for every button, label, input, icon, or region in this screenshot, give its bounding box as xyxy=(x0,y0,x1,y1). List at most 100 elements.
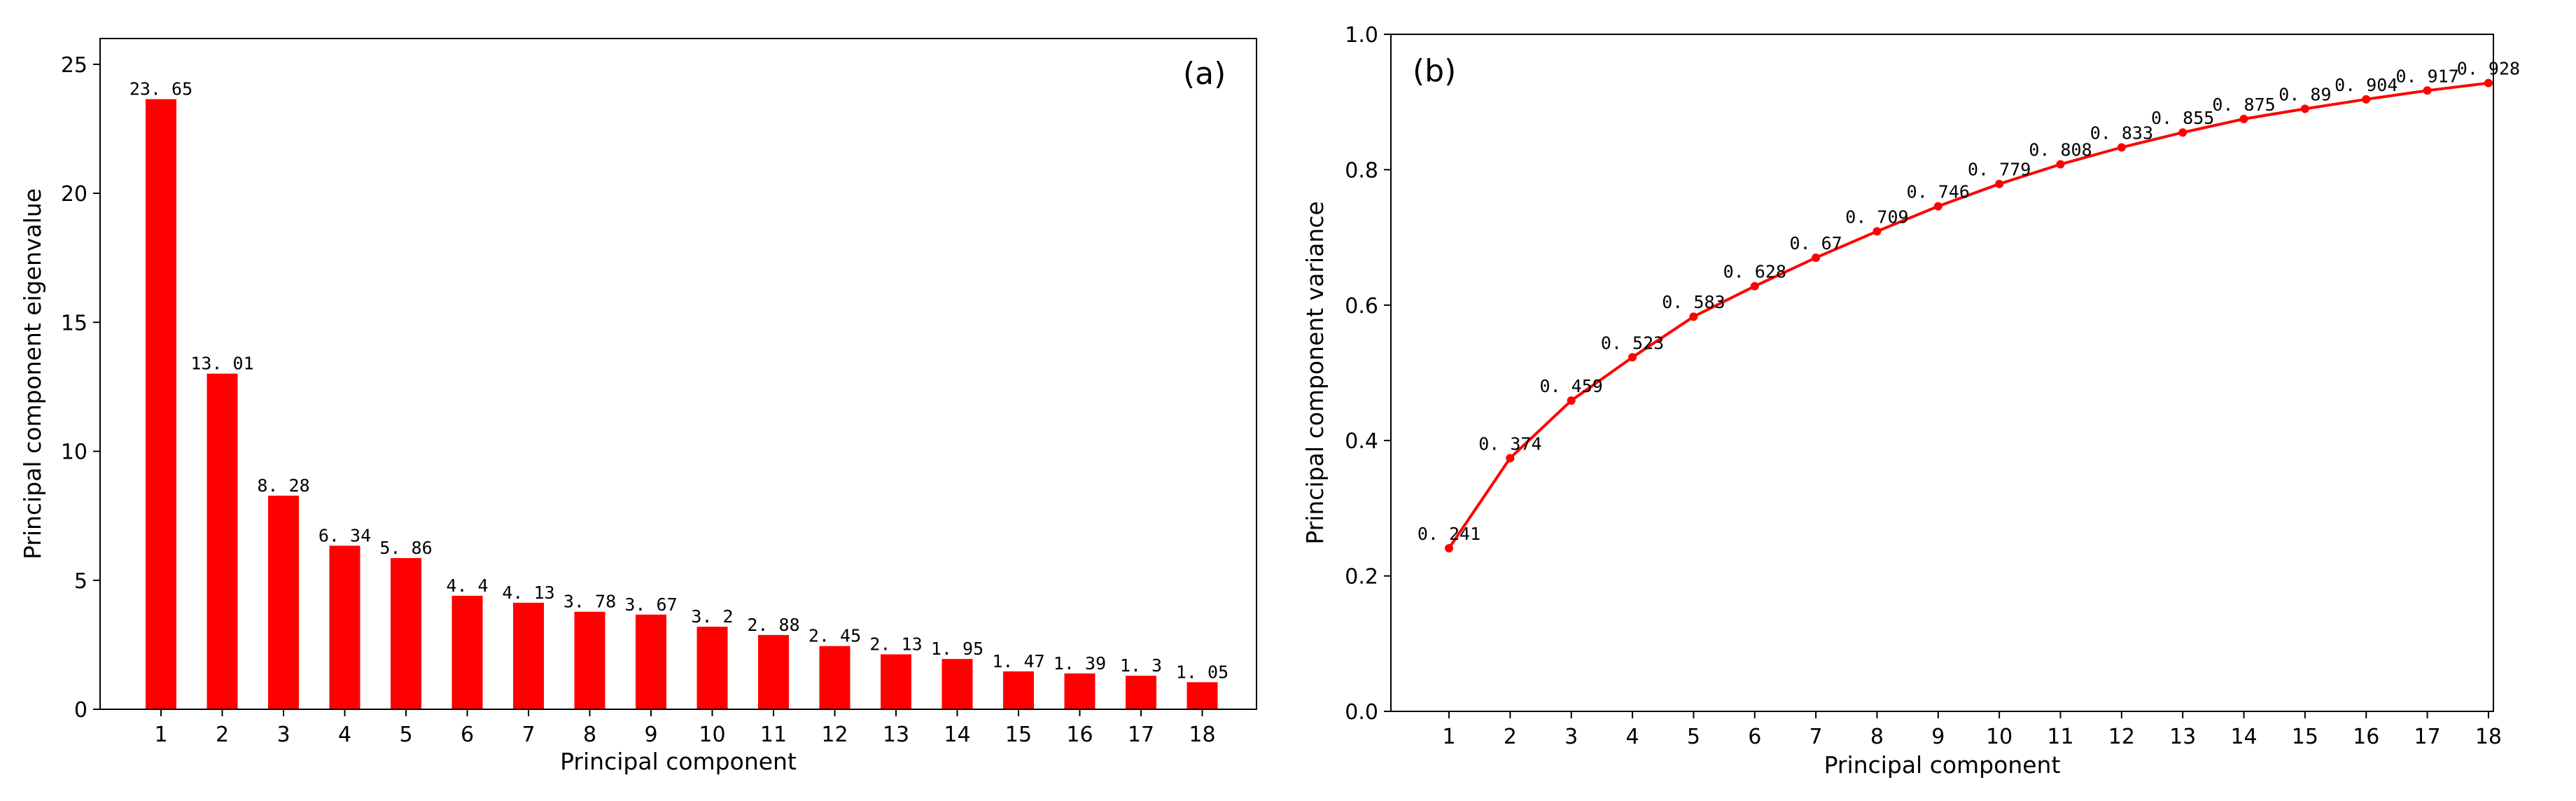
x-tick-label: 11 xyxy=(760,723,787,747)
point-pc-5 xyxy=(1689,312,1698,321)
point-value-label: 0. 523 xyxy=(1601,333,1664,353)
bar-pc-4 xyxy=(329,545,360,709)
x-tick-label: 12 xyxy=(821,723,848,747)
point-value-label: 0. 583 xyxy=(1662,292,1725,312)
point-value-label: 0. 917 xyxy=(2395,66,2458,86)
bar-value-label: 8. 28 xyxy=(257,475,309,496)
point-pc-10 xyxy=(1995,179,2004,188)
bar-pc-5 xyxy=(391,558,421,709)
x-axis-title: Principal component xyxy=(560,748,797,775)
x-tick-label: 15 xyxy=(1005,723,1032,747)
plot-frame xyxy=(99,38,1257,710)
point-pc-3 xyxy=(1567,396,1576,405)
point-pc-14 xyxy=(2239,114,2248,123)
y-tick-label: 20 xyxy=(61,182,88,207)
bar-value-label: 2. 45 xyxy=(808,626,861,646)
x-tick-label: 9 xyxy=(1931,725,1945,749)
point-value-label: 0. 779 xyxy=(1968,160,2031,180)
point-pc-2 xyxy=(1506,454,1515,463)
point-value-label: 0. 875 xyxy=(2212,95,2275,115)
x-tick-label: 4 xyxy=(338,723,351,747)
y-tick-label: 15 xyxy=(61,311,88,335)
y-axis-ticks: 0 5 10 15 20 25 xyxy=(61,53,100,723)
x-tick-label: 7 xyxy=(1809,725,1823,749)
x-tick-label: 16 xyxy=(2353,725,2379,749)
point-pc-16 xyxy=(2362,95,2371,104)
panel-a-eigenvalue-bar-chart: 23. 65 13. 01 8. 28 6. 34 5. 86 4. 4 4. 13 3. 7… xyxy=(19,38,1257,775)
bar-data-labels: 23. 65 13. 01 8. 28 6. 34 5. 86 4. 4 4. 13 3. 7… xyxy=(130,79,1228,683)
bar-value-label: 4. 13 xyxy=(502,583,554,603)
bar-value-label: 1. 05 xyxy=(1176,662,1228,682)
point-pc-6 xyxy=(1750,281,1759,291)
point-value-label: 0. 628 xyxy=(1723,262,1786,282)
y-tick-label: 0.4 xyxy=(1345,429,1378,454)
bar-pc-12 xyxy=(819,646,850,709)
x-tick-label: 3 xyxy=(276,723,290,747)
x-tick-label: 6 xyxy=(1748,725,1761,749)
point-value-label: 0. 67 xyxy=(1789,233,1842,253)
x-tick-label: 2 xyxy=(216,723,229,747)
bar-pc-6 xyxy=(451,595,483,709)
bar-pc-9 xyxy=(636,614,666,709)
bar-pc-3 xyxy=(268,495,299,709)
bar-pc-8 xyxy=(574,611,606,709)
line-points xyxy=(1445,78,2493,552)
bar-pc-2 xyxy=(206,373,238,709)
x-axis-ticks: 1 2 3 4 5 6 7 8 9 10 11 12 13 14 15 16 17 18 xyxy=(1442,711,2502,749)
point-value-label: 0. 459 xyxy=(1540,376,1603,396)
bar-pc-18 xyxy=(1186,682,1218,709)
bar-value-label: 1. 47 xyxy=(992,651,1044,671)
y-tick-label: 0.6 xyxy=(1345,294,1378,319)
x-tick-label: 14 xyxy=(944,723,970,747)
x-tick-label: 17 xyxy=(2414,725,2441,749)
x-axis-title: Principal component xyxy=(1824,751,2061,779)
bar-value-label: 1. 95 xyxy=(931,639,983,659)
point-value-label: 0. 808 xyxy=(2029,140,2092,160)
point-pc-8 xyxy=(1872,227,1882,236)
x-tick-label: 10 xyxy=(699,723,725,747)
x-tick-label: 12 xyxy=(2108,725,2135,749)
x-tick-label: 18 xyxy=(1189,723,1215,747)
bar-value-label: 1. 39 xyxy=(1054,653,1106,674)
y-tick-label: 1.0 xyxy=(1345,23,1378,48)
x-tick-label: 18 xyxy=(2475,725,2502,749)
bar-pc-15 xyxy=(1003,671,1034,709)
bar-value-label: 5. 86 xyxy=(379,538,432,558)
x-tick-label: 9 xyxy=(644,723,657,747)
x-tick-label: 8 xyxy=(583,723,596,747)
bar-pc-17 xyxy=(1126,676,1156,709)
x-tick-label: 8 xyxy=(1870,725,1884,749)
y-axis-title: Principal component eigenvalue xyxy=(19,188,46,559)
point-value-label: 0. 746 xyxy=(1907,182,1970,202)
y-axis-title: Principal component variance xyxy=(1301,201,1329,544)
bar-series xyxy=(146,99,1218,710)
bar-value-label: 3. 78 xyxy=(564,592,616,612)
x-tick-label: 10 xyxy=(1986,725,2012,749)
y-axis-ticks: 0.0 0.2 0.4 0.6 0.8 1.0 xyxy=(1345,23,1391,725)
point-value-label: 0. 709 xyxy=(1845,207,1908,227)
y-tick-label: 5 xyxy=(74,569,88,594)
bar-value-label: 2. 13 xyxy=(869,634,922,655)
point-pc-11 xyxy=(2056,160,2065,169)
x-tick-label: 4 xyxy=(1626,725,1639,749)
bar-pc-16 xyxy=(1064,673,1096,709)
x-tick-label: 5 xyxy=(399,723,412,747)
cumulative-variance-line xyxy=(1448,81,2489,550)
y-tick-label: 10 xyxy=(61,440,88,465)
y-tick-label: 0 xyxy=(74,698,88,723)
y-tick-label: 0.8 xyxy=(1345,158,1378,183)
x-tick-label: 13 xyxy=(2169,725,2196,749)
point-pc-1 xyxy=(1445,543,1453,552)
x-tick-label: 13 xyxy=(883,723,909,747)
bar-pc-7 xyxy=(513,602,544,709)
point-value-label: 0. 374 xyxy=(1478,433,1541,454)
point-pc-12 xyxy=(2117,143,2126,152)
point-pc-7 xyxy=(1812,253,1821,263)
x-tick-label: 1 xyxy=(154,723,167,747)
point-value-label: 0. 241 xyxy=(1418,524,1480,544)
point-pc-15 xyxy=(2300,104,2309,113)
panel-label: (b) xyxy=(1413,53,1456,89)
